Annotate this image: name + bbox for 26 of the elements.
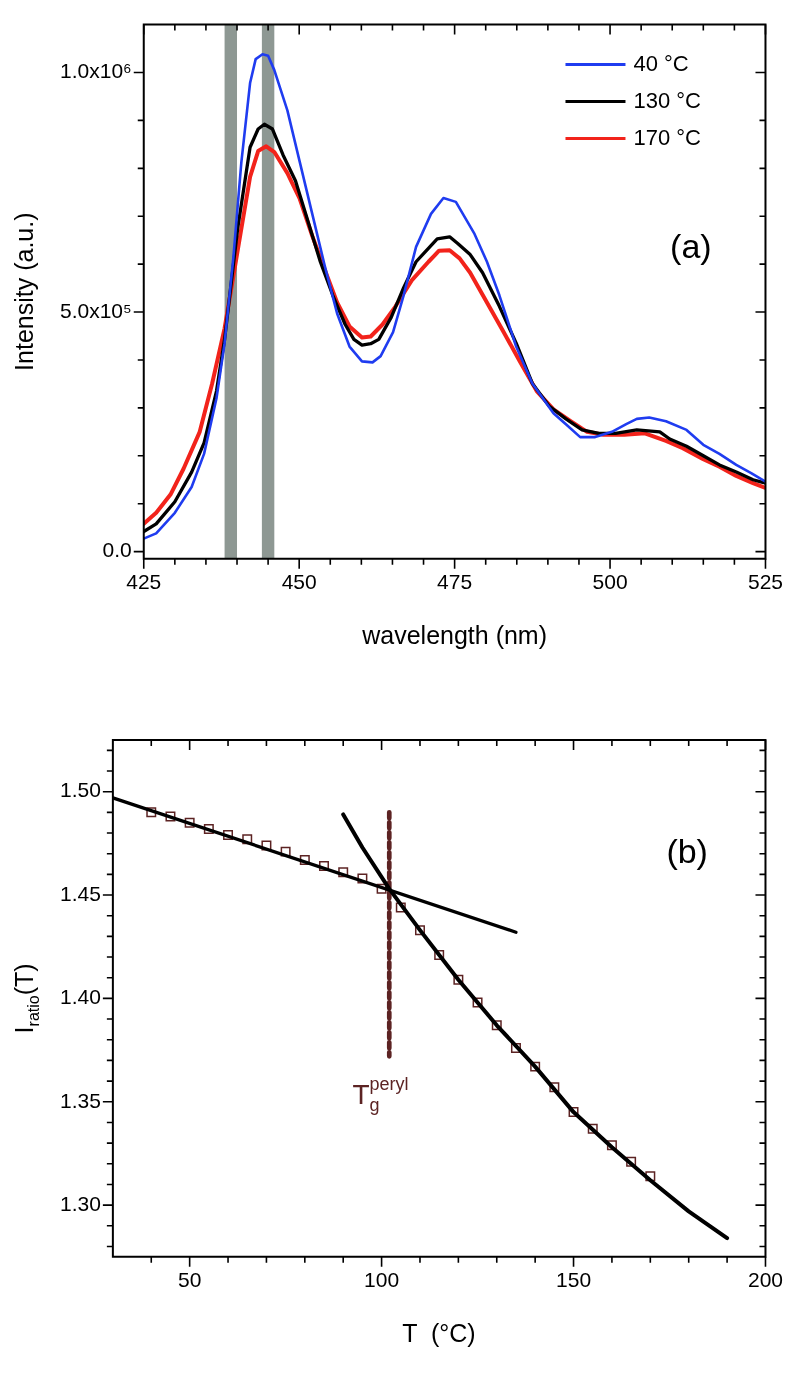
x-tick-label: 200: [747, 1268, 783, 1292]
y-tick-label: 1.0x10⁶: [60, 59, 132, 83]
legend-label: 40 °C: [633, 50, 689, 76]
x-tick-label: 100: [364, 1268, 400, 1292]
x-axis-title: T (°C): [402, 1318, 476, 1347]
y-tick-label: 5.0x10⁵: [59, 298, 132, 322]
x-tick-label: 150: [556, 1268, 592, 1292]
y-tick-label: 1.35: [60, 1088, 101, 1112]
x-tick-label: 450: [281, 570, 317, 594]
y-axis-title: Iratio(T): [9, 963, 43, 1034]
x-tick-label: 500: [592, 570, 628, 594]
y-tick-label: 0.0: [102, 538, 132, 562]
x-tick-label: 475: [437, 570, 473, 594]
x-axis-title: wavelength (nm): [361, 620, 548, 649]
y-tick-label: 1.40: [60, 985, 101, 1009]
legend-label: 170 °C: [633, 124, 702, 150]
annotation: (a): [670, 227, 712, 266]
y-axis-title: Intensity (a.u.): [9, 212, 38, 371]
y-tick-label: 1.30: [60, 1191, 101, 1215]
legend-label: 130 °C: [633, 87, 702, 113]
x-tick-label: 525: [747, 570, 783, 594]
x-tick-label: 50: [177, 1268, 202, 1292]
y-tick-label: 1.45: [60, 881, 101, 905]
x-tick-label: 425: [126, 570, 162, 594]
y-tick-label: 1.50: [60, 778, 101, 802]
annotation: (b): [666, 832, 708, 871]
